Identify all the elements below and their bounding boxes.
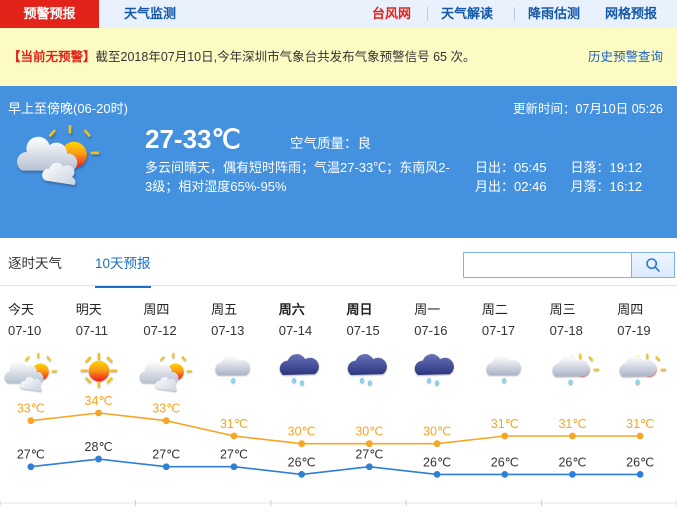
svg-text:26℃: 26℃ bbox=[491, 455, 519, 469]
svg-text:31℃: 31℃ bbox=[491, 417, 519, 431]
svg-text:27℃: 27℃ bbox=[220, 448, 248, 462]
svg-text:30℃: 30℃ bbox=[355, 425, 383, 439]
svg-text:26℃: 26℃ bbox=[288, 455, 316, 469]
svg-text:31℃: 31℃ bbox=[626, 417, 654, 431]
svg-text:30℃: 30℃ bbox=[288, 425, 316, 439]
svg-text:27℃: 27℃ bbox=[355, 448, 383, 462]
svg-text:31℃: 31℃ bbox=[558, 417, 586, 431]
svg-text:28℃: 28℃ bbox=[85, 440, 113, 454]
svg-text:30℃: 30℃ bbox=[423, 425, 451, 439]
svg-text:34℃: 34℃ bbox=[85, 395, 113, 408]
svg-text:26℃: 26℃ bbox=[558, 455, 586, 469]
svg-text:27℃: 27℃ bbox=[152, 448, 180, 462]
svg-text:26℃: 26℃ bbox=[423, 455, 451, 469]
svg-text:26℃: 26℃ bbox=[626, 455, 654, 469]
svg-text:27℃: 27℃ bbox=[17, 448, 45, 462]
svg-text:31℃: 31℃ bbox=[220, 417, 248, 431]
svg-text:33℃: 33℃ bbox=[152, 402, 180, 416]
svg-text:33℃: 33℃ bbox=[17, 402, 45, 416]
